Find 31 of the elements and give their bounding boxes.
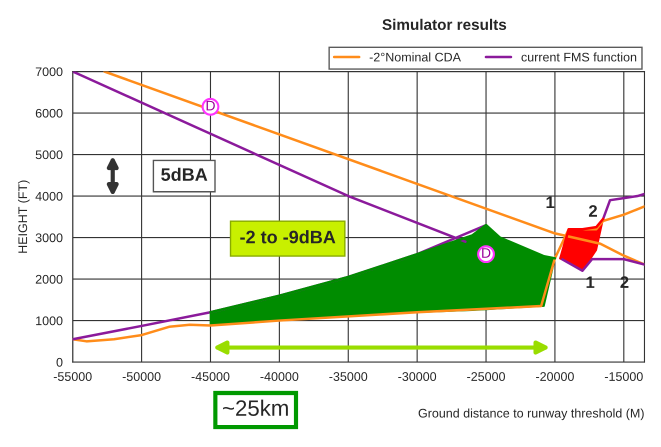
y-tick-label: 5000: [36, 150, 62, 160]
annotation: D: [482, 248, 490, 258]
annotation: 1: [586, 276, 594, 288]
legend-label: current FMS function: [522, 52, 636, 62]
y-axis-title: HEIGHT (FT): [18, 180, 30, 253]
annotation: -2 to -9dBA: [240, 230, 336, 244]
line-series: [602, 192, 644, 220]
x-tick-label: -35000: [329, 372, 368, 381]
text: ~25km: [223, 400, 288, 416]
y-tick-label: 3000: [36, 233, 62, 242]
legend-label: -2°Nominal CDA: [370, 52, 461, 62]
annotation: 2: [588, 205, 597, 217]
annotation: 5dBA: [161, 168, 208, 181]
x-tick-label: -30000: [398, 372, 436, 381]
y-tick-label: 1000: [36, 316, 62, 326]
x-tick-label: -55000: [54, 372, 92, 381]
x-tick-label: -20000: [536, 372, 574, 381]
y-tick-label: 7000: [36, 67, 62, 76]
annotation: D: [206, 100, 215, 110]
y-tick-label: 6000: [36, 108, 62, 118]
x-tick-label: -40000: [260, 372, 298, 381]
y-tick-label: 2000: [36, 274, 62, 284]
x-tick-label: -15000: [604, 372, 643, 381]
x-axis-title: Ground distance to runway threshold (M): [418, 408, 644, 420]
chart-title: Simulator results: [382, 18, 506, 30]
x-tick-label: -25000: [467, 372, 506, 381]
y-tick-label: 0: [56, 358, 62, 367]
x-tick-label: -50000: [122, 372, 161, 381]
annotation: 1: [546, 196, 554, 208]
x-tick-label: -45000: [192, 372, 230, 381]
y-tick-label: 4000: [35, 192, 62, 201]
